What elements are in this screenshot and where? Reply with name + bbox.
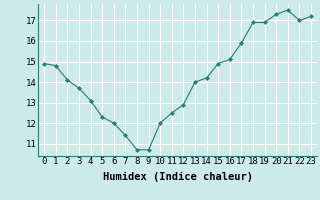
X-axis label: Humidex (Indice chaleur): Humidex (Indice chaleur) — [103, 172, 252, 182]
